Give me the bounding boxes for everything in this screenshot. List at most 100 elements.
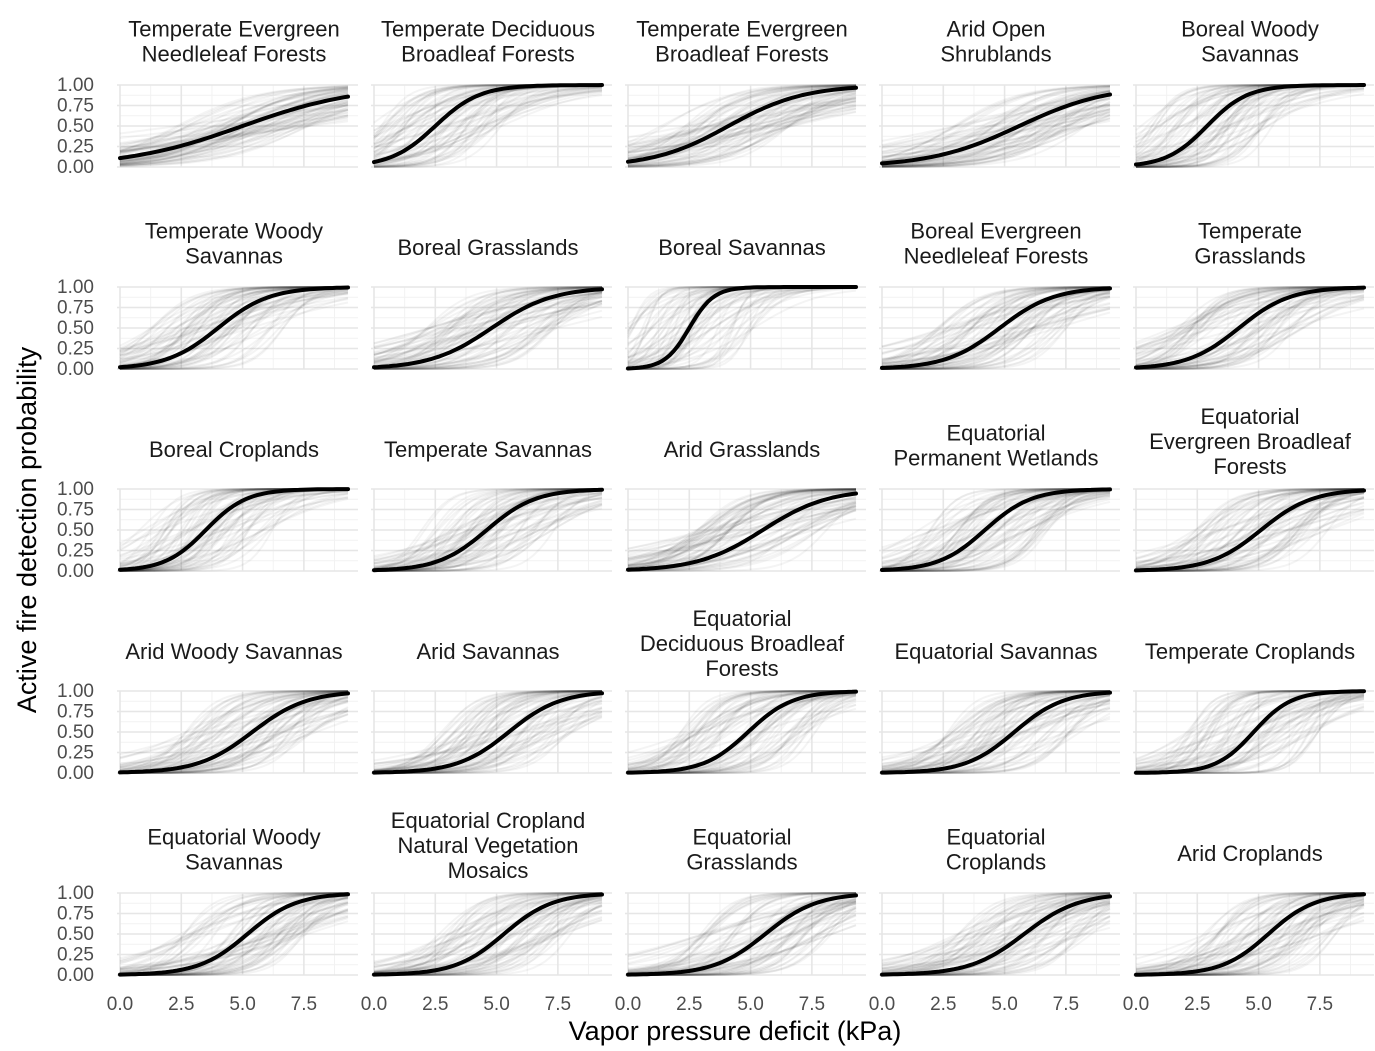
y-tick-label: 1.00 xyxy=(57,681,94,702)
sample-curve xyxy=(374,290,603,370)
sample-curve xyxy=(1135,488,1365,560)
sample-curve xyxy=(1135,488,1365,565)
sample-curve xyxy=(1135,897,1365,971)
sample-curve xyxy=(627,289,857,369)
sample-curve xyxy=(119,488,349,572)
sample-curve xyxy=(1135,294,1365,370)
sample-curve xyxy=(119,710,349,770)
sample-curve xyxy=(373,503,603,572)
sample-curve xyxy=(881,703,1111,761)
sample-curve xyxy=(373,89,603,148)
sample-curve xyxy=(119,296,349,352)
mean-curve xyxy=(118,94,350,161)
sample-curve xyxy=(120,706,349,774)
sample-curve xyxy=(1135,695,1365,762)
sample-curve xyxy=(119,120,349,149)
sample-curve xyxy=(1136,490,1365,572)
sample-curve xyxy=(627,509,857,558)
sample-curve xyxy=(119,690,348,772)
sample-curve xyxy=(628,488,857,572)
sample-curve xyxy=(627,690,856,774)
sample-curve xyxy=(627,88,857,168)
mean-curve xyxy=(880,286,1112,370)
sample-curve xyxy=(627,892,856,976)
y-tick-label: 1.00 xyxy=(57,75,94,96)
sample-curve xyxy=(373,690,602,772)
sample-curve xyxy=(627,84,857,156)
sample-curve xyxy=(119,691,349,772)
sample-curve xyxy=(1135,286,1364,368)
sample-curve xyxy=(882,492,1111,572)
sample-curve xyxy=(881,85,1111,160)
sample-curve xyxy=(1135,488,1365,569)
panel-title: Deciduous Broadleaf xyxy=(640,631,845,656)
sample-curve xyxy=(119,102,349,150)
y-tick-label: 0.25 xyxy=(57,339,94,360)
sample-curve xyxy=(627,690,856,770)
sample-curve xyxy=(1135,85,1365,159)
sample-curve xyxy=(881,893,1111,974)
sample-curve xyxy=(627,488,857,570)
sample-curve xyxy=(120,893,349,976)
sample-curve xyxy=(373,690,603,773)
sample-curve xyxy=(373,696,603,772)
sample-curve xyxy=(882,488,1111,572)
sample-curve xyxy=(881,717,1111,771)
sample-curve xyxy=(627,287,857,368)
sample-curve xyxy=(373,715,603,773)
sample-curve xyxy=(1135,488,1364,571)
sample-curve xyxy=(373,286,602,369)
x-tick-label: 5.0 xyxy=(483,994,509,1015)
sample-curve xyxy=(373,690,603,773)
sample-curve xyxy=(119,490,349,556)
sample-curve xyxy=(119,920,349,972)
sample-curve xyxy=(627,84,856,160)
sample-curve xyxy=(881,892,1110,975)
sample-curve xyxy=(119,114,349,152)
sample-curve xyxy=(1135,88,1365,167)
x-tick-label: 2.5 xyxy=(422,994,448,1015)
sample-curve xyxy=(1136,488,1364,572)
sample-curve xyxy=(1135,491,1365,570)
sample-curve xyxy=(119,107,349,162)
sample-curve xyxy=(881,291,1111,348)
sample-curve xyxy=(881,492,1111,566)
sample-curve xyxy=(119,116,349,154)
sample-curve xyxy=(119,490,349,567)
sample-curve xyxy=(1135,892,1365,974)
sample-curve xyxy=(1135,286,1364,366)
sample-curve xyxy=(373,286,603,361)
sample-curve xyxy=(1135,289,1365,367)
sample-curve xyxy=(881,295,1111,370)
sample-curve xyxy=(627,84,857,168)
sample-curve xyxy=(1135,286,1365,366)
sample-curve xyxy=(627,690,856,771)
sample-curve xyxy=(881,116,1111,166)
sample-curve xyxy=(119,690,349,769)
sample-curve xyxy=(882,488,1111,572)
panel-title: Arid Grasslands xyxy=(664,437,821,462)
sample-curve xyxy=(881,86,1111,167)
sample-curve xyxy=(373,690,603,773)
sample-curve xyxy=(627,501,857,569)
sample-curve xyxy=(373,299,603,348)
sample-curve xyxy=(373,892,602,973)
sample-curve xyxy=(882,491,1111,572)
sample-curve xyxy=(882,293,1111,370)
sample-curve xyxy=(374,488,603,572)
sample-curve xyxy=(882,286,1111,370)
panel-title: Temperate Croplands xyxy=(1145,639,1355,664)
sample-curve xyxy=(120,286,349,370)
sample-curve xyxy=(120,692,349,774)
sample-curve xyxy=(374,489,603,572)
x-tick-label: 7.5 xyxy=(799,994,825,1015)
sample-curve xyxy=(627,92,857,168)
sample-curve xyxy=(120,898,349,976)
sample-curve xyxy=(627,84,856,162)
sample-curve xyxy=(881,690,1111,773)
sample-curve xyxy=(627,690,856,774)
sample-curve xyxy=(627,97,857,139)
sample-curve xyxy=(373,892,602,976)
sample-curve xyxy=(120,892,349,976)
mean-curve xyxy=(1134,83,1366,167)
